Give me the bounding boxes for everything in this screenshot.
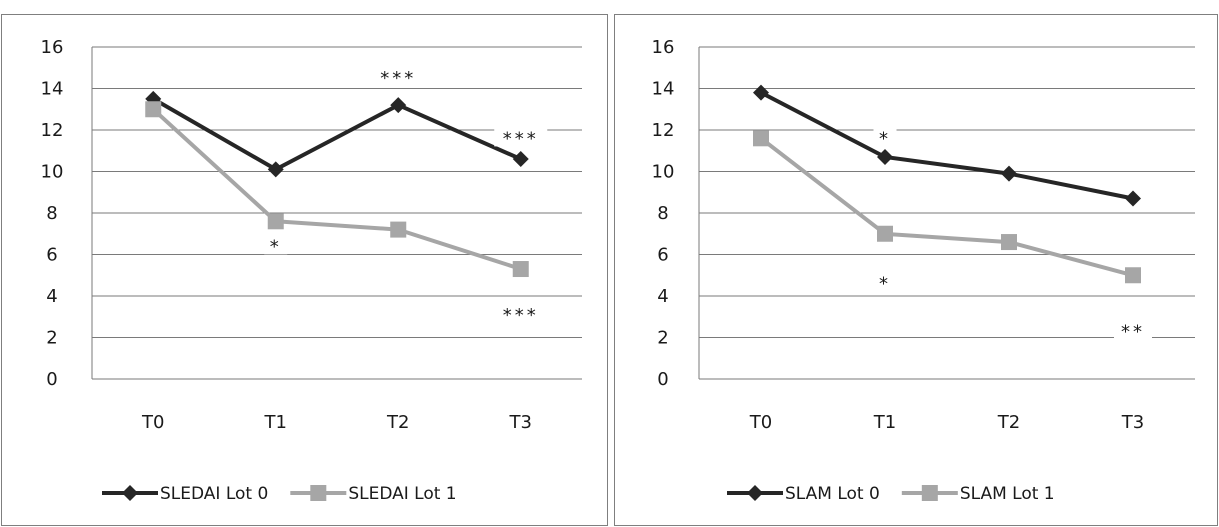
y-tick-label-10: 10 [41,162,64,183]
legend-item-2: SLEDAI Lot 1 [290,484,457,504]
series-line-1 [760,90,1134,201]
annotation-bg-2 [873,271,897,292]
data-point-s1-T3 [1125,190,1141,207]
annotation-1: *** [380,68,416,89]
y-tick-label-10: 10 [652,162,675,183]
y-tick-label-16: 16 [652,37,675,58]
data-point-s2-T1 [267,213,284,230]
data-point-s1-T2 [1001,165,1017,182]
annotation-1: * [879,128,891,149]
y-tick-label-6: 6 [46,245,57,266]
y-tick-label-12: 12 [652,120,675,141]
data-point-s1-T2 [390,97,407,114]
annotation-bg-1 [873,126,897,147]
x-tick-label-T0: T0 [141,412,164,433]
annotation-bg-2 [494,126,548,147]
legend-marker-2 [921,485,938,501]
chart-panel-slam: 0 2 4 6 8 10 12 14 16 T0 T1 T2 T3 * * ** SLAM Lot 0 SLAM … [614,14,1218,526]
data-point-s2-T1 [877,225,893,242]
y-tick-label-0: 0 [46,369,57,390]
y-tick-label-4: 4 [657,286,668,307]
annotation-bg-1 [371,66,425,87]
series-line-2 [151,107,522,271]
data-point-s2-T3 [512,261,529,278]
chart-panel-sledai: 0 2 4 6 8 10 12 14 16 T0 T1 T2 T3 *** *** * *** SLEDAI Lo… [1,14,608,526]
annotation-bg-3 [264,234,288,255]
legend-item-1: SLEDAI Lot 0 [102,484,268,504]
data-point-s2-T2 [1001,234,1017,251]
legend-item-1: SLAM Lot 0 [727,484,880,504]
annotation-2: * [879,274,891,295]
legend-label-2: SLAM Lot 1 [960,484,1055,504]
x-tick-label-T1: T1 [264,412,287,433]
legend-label-2: SLEDAI Lot 1 [348,484,456,504]
y-tick-label-8: 8 [46,203,57,224]
y-tick-label-2: 2 [46,328,57,349]
y-tick-label-12: 12 [41,120,64,141]
data-point-s1-T1 [267,161,284,178]
y-tick-label-16: 16 [41,37,64,58]
legend-marker-2 [310,485,327,501]
annotation-3: ** [1121,321,1145,342]
y-tick-label-4: 4 [46,286,57,307]
y-tick-label-14: 14 [41,79,64,100]
legend-marker-1 [747,485,763,501]
data-point-s2-T2 [390,221,407,238]
legend-item-2: SLAM Lot 1 [901,484,1055,504]
x-tick-label-T2: T2 [386,412,409,433]
legend-label-1: SLEDAI Lot 0 [160,484,268,504]
annotation-bg-4 [494,302,548,323]
y-tick-label-6: 6 [657,245,668,266]
annotation-2: *** [503,128,539,149]
x-tick-label-T2: T2 [997,412,1020,433]
series-line-2 [759,136,1134,278]
legend-label-1: SLAM Lot 0 [785,484,880,504]
series-line-1 [152,97,522,172]
data-point-s1-T0 [753,84,769,101]
annotation-4: *** [503,305,539,326]
data-point-s2-T0 [145,101,162,118]
x-tick-label-T3: T3 [509,412,532,433]
annotation-3: * [270,236,282,257]
data-point-s1-T3 [512,151,529,168]
y-tick-label-0: 0 [657,369,668,390]
y-tick-label-8: 8 [657,203,668,224]
x-tick-label-T1: T1 [873,412,896,433]
data-point-s2-T3 [1125,267,1141,284]
y-tick-label-14: 14 [652,79,675,100]
legend-marker-1 [122,485,138,501]
x-tick-label-T0: T0 [749,412,772,433]
x-tick-label-T3: T3 [1121,412,1144,433]
data-point-s2-T0 [753,130,769,147]
y-tick-label-2: 2 [657,328,668,349]
annotation-bg-3 [1114,319,1152,340]
data-point-s1-T1 [877,148,893,165]
